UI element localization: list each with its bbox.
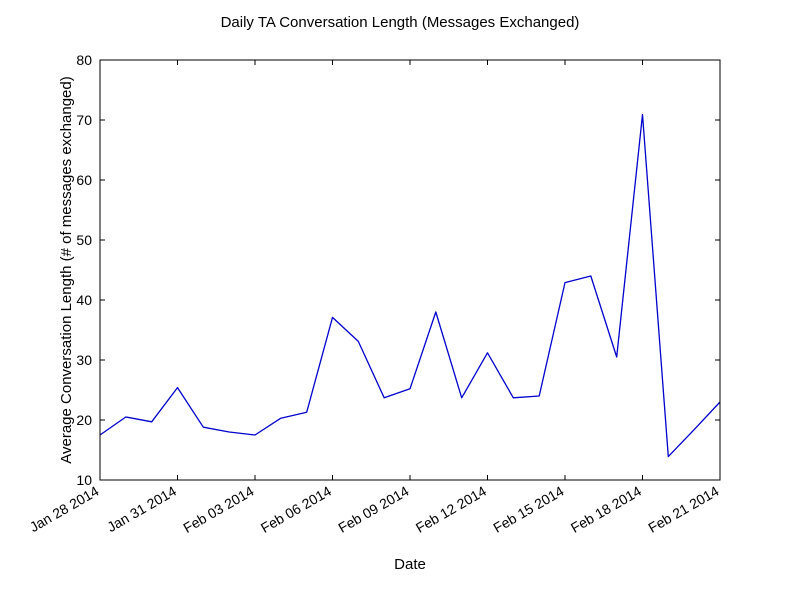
x-tick-label: Feb 06 2014 — [258, 483, 334, 536]
x-tick-label: Feb 18 2014 — [568, 483, 644, 536]
x-tick-label: Feb 03 2014 — [180, 483, 256, 536]
x-tick-label: Jan 28 2014 — [27, 483, 102, 535]
x-axis-ticks: Jan 28 2014 Jan 31 2014 Feb 03 2014 Feb 06 … — [27, 60, 722, 536]
series-line — [99, 113, 721, 458]
x-tick-label: Feb 21 2014 — [645, 483, 721, 536]
x-tick-label: Jan 31 2014 — [104, 483, 179, 535]
x-tick-label: Feb 15 2014 — [490, 483, 566, 536]
y-tick-label: 60 — [76, 172, 92, 188]
y-tick-label: 40 — [76, 292, 92, 308]
y-tick-label: 10 — [76, 472, 92, 488]
x-tick-label: Feb 12 2014 — [413, 483, 489, 536]
y-axis-label: Average Conversation Length (# of messag… — [58, 76, 75, 463]
y-tick-label: 80 — [76, 52, 92, 68]
y-axis-ticks: 10 20 30 40 50 60 70 80 — [76, 52, 720, 488]
chart-title: Daily TA Conversation Length (Messages E… — [221, 14, 580, 31]
y-tick-label: 30 — [76, 352, 92, 368]
plot-frame — [99, 59, 721, 481]
y-tick-label: 20 — [76, 412, 92, 428]
y-tick-label: 70 — [76, 112, 92, 128]
y-tick-label: 50 — [76, 232, 92, 248]
series-group — [99, 113, 721, 458]
x-tick-label: Feb 09 2014 — [335, 483, 411, 536]
x-axis-label: Date — [394, 556, 426, 573]
